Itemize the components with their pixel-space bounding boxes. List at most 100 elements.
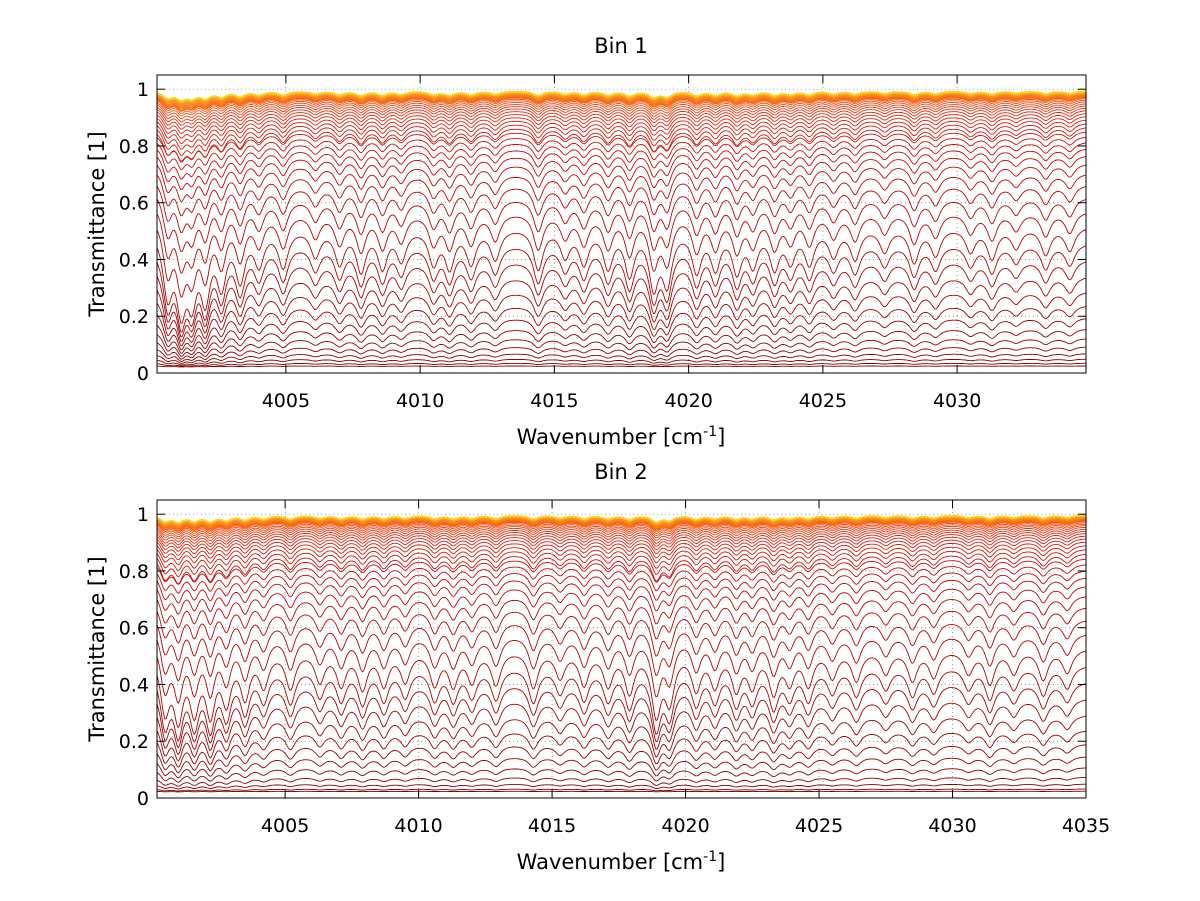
series-line	[156, 156, 1087, 202]
y-axis-label: Transmittance [1]	[85, 556, 109, 742]
series-line	[156, 92, 1087, 105]
series-group	[156, 514, 1087, 793]
x-tick-label: 4030	[933, 390, 981, 412]
x-tick-label: 4005	[261, 815, 309, 837]
series-line	[156, 744, 1087, 774]
series-line	[156, 522, 1086, 535]
series-line	[156, 329, 1087, 357]
series-line	[156, 199, 1087, 274]
x-tick-label: 4015	[530, 390, 578, 412]
series-line	[156, 535, 1086, 556]
series-line	[156, 103, 1087, 123]
series-line	[156, 523, 1086, 538]
series-line	[156, 767, 1087, 783]
series-line	[156, 148, 1087, 190]
y-tick-label: 0.8	[119, 136, 149, 158]
x-axis-label-main: Wavenumber [cm	[517, 850, 703, 874]
y-tick-label: 0.4	[119, 249, 149, 271]
series-line	[156, 116, 1087, 144]
series-line	[156, 91, 1087, 104]
series-line	[156, 338, 1087, 360]
x-tick-label: 4010	[394, 815, 442, 837]
chart-panel-bin-2: Bin 2 4005 4010 4015 4020 4025 4030 4035 00.20…	[85, 460, 1110, 874]
y-tick-label: 0.8	[119, 561, 149, 583]
x-axis-label-sup: -1	[703, 424, 717, 440]
series-line	[156, 538, 1087, 561]
y-tick-label: 1	[137, 504, 149, 526]
series-line	[156, 570, 1087, 604]
series-line	[156, 245, 1087, 333]
series-line	[156, 533, 1087, 552]
series-line	[156, 634, 1087, 705]
series-line	[156, 98, 1087, 114]
series-line	[156, 164, 1087, 217]
series-line	[156, 119, 1087, 150]
series-line	[156, 96, 1087, 112]
series-line	[156, 788, 1086, 792]
series-group	[156, 90, 1087, 368]
series-line	[156, 516, 1086, 526]
x-tick-label: 4005	[262, 390, 310, 412]
x-tick-label: 4025	[799, 390, 847, 412]
series-line	[156, 699, 1087, 756]
x-axis-label-end: ]	[717, 425, 725, 449]
plot-area	[157, 75, 1086, 373]
series-line	[156, 607, 1087, 662]
axes-box	[156, 74, 1087, 374]
y-tick-label: 0	[137, 363, 149, 385]
series-line	[156, 790, 1086, 793]
series-line	[156, 620, 1087, 682]
x-axis-label-end: ]	[717, 850, 725, 874]
series-line	[156, 93, 1086, 106]
series-line	[156, 318, 1087, 354]
y-tick-label: 0.2	[119, 731, 149, 753]
series-line	[156, 113, 1087, 139]
y-tick-label: 1	[137, 79, 149, 101]
series-line	[156, 142, 1087, 180]
series-line	[156, 99, 1086, 117]
series-line	[156, 518, 1087, 530]
series-line	[156, 94, 1087, 108]
series-line	[156, 186, 1087, 253]
x-tick-labels: 4005 4010 4015 4020 4025 4030 4035	[261, 815, 1110, 837]
series-line	[156, 730, 1087, 768]
series-line	[156, 783, 1086, 790]
series-line	[156, 521, 1087, 534]
series-line	[156, 127, 1087, 163]
series-line	[156, 136, 1087, 170]
series-line	[156, 514, 1086, 524]
x-axis-label-main: Wavenumber [cm	[517, 425, 703, 449]
series-line	[156, 530, 1087, 549]
y-tick-label: 0.6	[119, 618, 149, 640]
series-line	[156, 306, 1087, 351]
series-line	[156, 229, 1087, 324]
series-line	[156, 776, 1086, 787]
series-line	[156, 123, 1087, 156]
series-line	[156, 110, 1087, 134]
x-axis-label-sup: -1	[703, 849, 717, 865]
chart-title: Bin 2	[594, 460, 648, 484]
x-tick-label: 4015	[528, 815, 576, 837]
series-line	[156, 528, 1087, 546]
series-line	[156, 101, 1087, 120]
x-tick-label: 4025	[795, 815, 843, 837]
y-axis-label: Transmittance [1]	[85, 131, 109, 317]
series-line	[156, 545, 1087, 572]
series-line	[156, 564, 1087, 594]
series-line	[156, 95, 1087, 110]
x-axis-label: Wavenumber [cm-1]	[517, 849, 726, 874]
series-line	[156, 525, 1087, 540]
series-line	[157, 365, 1086, 368]
x-tick-label: 4020	[661, 815, 709, 837]
x-tick-labels: 4005 4010 4015 4020 4025 4030	[262, 390, 982, 412]
series-line	[156, 174, 1087, 233]
series-line	[156, 517, 1086, 529]
y-tick-labels: 0 0.2 0.4 0.6 0.8 1	[119, 79, 149, 385]
series-line	[156, 553, 1087, 585]
y-tick-label: 0.6	[119, 193, 149, 215]
tick-marks	[157, 75, 1086, 374]
x-tick-label: 4010	[396, 390, 444, 412]
x-tick-label: 4030	[928, 815, 976, 837]
series-line	[156, 362, 1086, 367]
